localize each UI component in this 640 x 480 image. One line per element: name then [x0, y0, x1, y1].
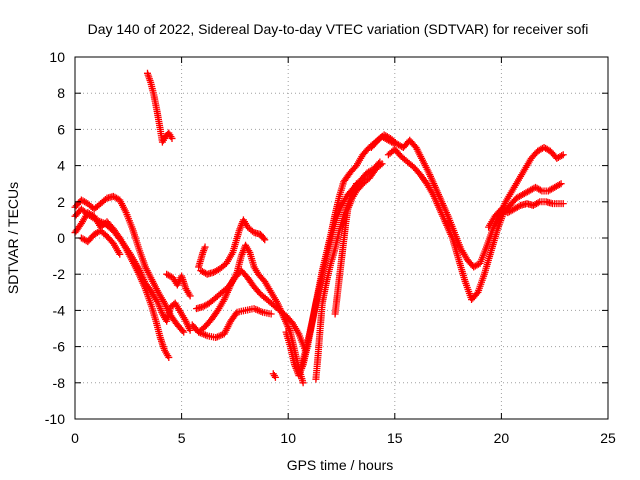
y-tick-label: -2	[53, 266, 66, 282]
x-tick-label: 10	[280, 430, 296, 446]
series-track-12	[269, 370, 279, 381]
series-track-4	[77, 227, 124, 258]
data-point-marker	[378, 160, 386, 168]
y-tick-label: 4	[57, 158, 65, 174]
y-axis-label: SDTVAR / TECUs	[5, 182, 21, 294]
y-tick-label: 0	[57, 230, 65, 246]
series-track-13	[282, 158, 384, 380]
data-point-marker	[299, 379, 307, 387]
data-point-marker	[376, 161, 384, 169]
y-tick-label: 8	[57, 85, 65, 101]
data-markers	[71, 69, 567, 387]
chart-title: Day 140 of 2022, Sidereal Day-to-day VTE…	[88, 21, 589, 37]
series-track-9	[195, 241, 307, 387]
data-point-marker	[557, 180, 565, 188]
x-tick-label: 15	[387, 430, 403, 446]
data-point-marker	[559, 200, 567, 208]
data-point-marker	[536, 186, 544, 194]
data-point-marker	[201, 243, 209, 251]
axis-ticks: 0 5 10 15 20 25 -10 -8 -6 -4 -2 0 2 4 6 8 10	[45, 49, 616, 446]
y-tick-label: 6	[57, 121, 65, 137]
y-tick-label: -8	[53, 375, 66, 391]
y-tick-label: -10	[45, 411, 65, 427]
data-point-marker	[555, 181, 563, 189]
data-point-marker	[260, 234, 268, 242]
x-tick-label: 0	[71, 430, 79, 446]
series-track-2	[71, 209, 173, 361]
series-track-18	[384, 145, 565, 304]
series-track-10	[188, 305, 275, 342]
data-point-marker	[178, 327, 186, 335]
data-point-marker	[515, 202, 523, 210]
series-track-6	[163, 270, 194, 300]
series-track-8	[197, 216, 269, 278]
x-tick-label: 5	[178, 430, 186, 446]
data-point-marker	[165, 353, 173, 361]
data-point-marker	[352, 180, 360, 188]
x-tick-label: 20	[494, 430, 510, 446]
data-point-marker	[559, 151, 567, 159]
x-tick-label: 25	[600, 430, 616, 446]
data-point-marker	[558, 152, 566, 160]
y-tick-label: -4	[53, 302, 66, 318]
data-point-marker	[271, 373, 279, 381]
data-point-marker	[168, 134, 176, 142]
series-track-3	[71, 192, 188, 336]
data-point-marker	[186, 292, 194, 300]
x-axis-label: GPS time / hours	[287, 457, 394, 473]
data-point-marker	[186, 326, 194, 334]
series-track-19	[485, 198, 567, 231]
y-tick-label: 10	[49, 49, 65, 65]
y-tick-label: 2	[57, 194, 65, 210]
data-point-marker	[261, 236, 269, 244]
y-tick-label: -6	[53, 339, 66, 355]
data-point-marker	[534, 199, 542, 207]
series-track-14	[297, 133, 399, 372]
data-point-marker	[116, 250, 124, 258]
series-track-11	[195, 243, 209, 271]
series-track-16	[331, 160, 386, 318]
series-track-5	[143, 69, 176, 146]
data-point-marker	[180, 328, 188, 336]
data-point-marker	[267, 310, 275, 318]
